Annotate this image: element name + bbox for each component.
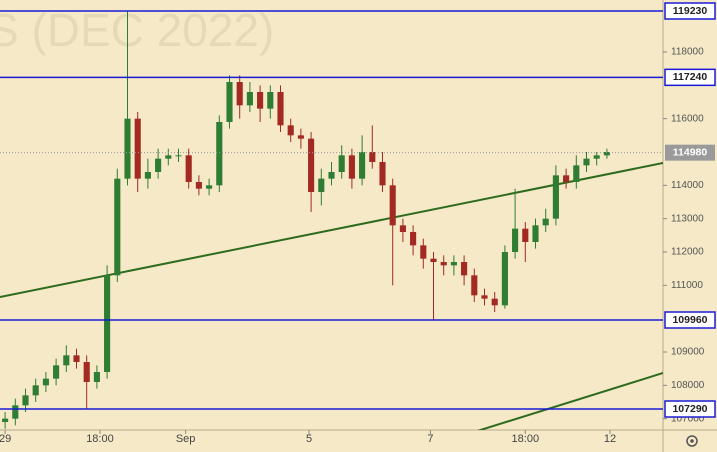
plot [0,10,663,430]
x-tick-label: 12 [604,433,616,445]
x-tick-label: 29 [0,433,11,445]
candle-body [22,395,29,406]
candle-body [236,82,243,106]
candle-body [512,228,519,252]
x-tick-label: 5 [306,433,312,445]
candle-body [603,152,610,156]
candle-body [430,258,437,262]
candle-body [501,252,508,306]
level-label-box [664,400,716,418]
candle-body [216,122,223,186]
candle-body [124,118,131,179]
candle-body [287,125,294,136]
y-tick-label: 118000 [671,47,704,58]
candle-body [593,155,600,159]
candle-body [318,178,325,192]
candle-body [144,172,151,179]
watermark: S (DEC 2022) [0,4,274,56]
candle-body [165,155,172,159]
candle-body [563,175,570,182]
y-tick-label: 112000 [671,247,704,258]
candle-body [389,185,396,226]
candle-body [185,155,192,182]
candle-body [93,372,100,382]
last-price-label: 114980 [673,146,708,158]
level-label: 119230 [673,5,708,17]
candle-body [175,155,182,157]
candle-body [63,355,70,366]
candle-body [73,355,80,362]
level-label-box [664,311,716,329]
candle-body [32,385,39,396]
candle-body [440,262,447,266]
trend-line [477,372,663,430]
x-tick-label: 18:00 [86,433,114,445]
candle-body [338,155,345,172]
y-tick-label: 113000 [671,213,704,224]
candle-body [53,365,60,379]
candle-body [12,405,19,419]
candle-body [491,298,498,306]
level-label: 117240 [673,71,708,83]
candle-body [267,92,274,109]
y-tick-label: 111000 [671,280,703,291]
candle-body [399,225,406,232]
candle-body [420,245,427,259]
candle-body [379,162,386,186]
candle-body [134,118,141,179]
settings-icon[interactable] [686,435,698,447]
candle-body [359,152,366,179]
candle-body [471,275,478,296]
level-label-box [664,2,716,20]
y-tick-label: 116000 [671,113,704,124]
candle-body [481,295,488,299]
candle-body [410,232,417,246]
candle-body [2,418,9,422]
candle-body [226,82,233,122]
candle-body [42,378,49,386]
candle-body [461,262,468,276]
candle-body [277,92,284,126]
candle-body [83,362,90,382]
trend-line [0,162,663,298]
candle-body [328,172,335,179]
candle-body [522,228,529,242]
candle-body [552,175,559,219]
x-tick-label: 18:00 [512,433,540,445]
level-label-box [664,68,716,87]
candle-body [348,155,355,179]
axes: 107000 108000 109000 111000 112000 113000 1140… [0,2,716,445]
last-price-box [665,144,715,161]
x-tick-label: 7 [427,433,433,445]
y-tick-label: 114000 [671,180,704,191]
candle-body [246,92,253,106]
level-label: 109960 [672,314,707,326]
candle-body [532,225,539,242]
candle-body [583,158,590,166]
candle-body [206,185,213,189]
candle-body [114,178,121,276]
level-label: 107290 [672,403,707,415]
x-tick-label: Sep [176,433,196,445]
candle-body [369,152,376,162]
candle-body [104,275,111,372]
y-tick-label: 109000 [671,347,705,358]
candle-body [155,158,162,172]
y-tick-label: 107000 [671,413,705,424]
candle-body [257,92,264,109]
candle-body [297,135,304,139]
candle-body [542,218,549,226]
candle-body [450,262,457,266]
candle-body [573,165,580,182]
candle-body [308,138,315,192]
y-tick-label: 108000 [671,380,705,391]
candle-body [195,182,202,189]
